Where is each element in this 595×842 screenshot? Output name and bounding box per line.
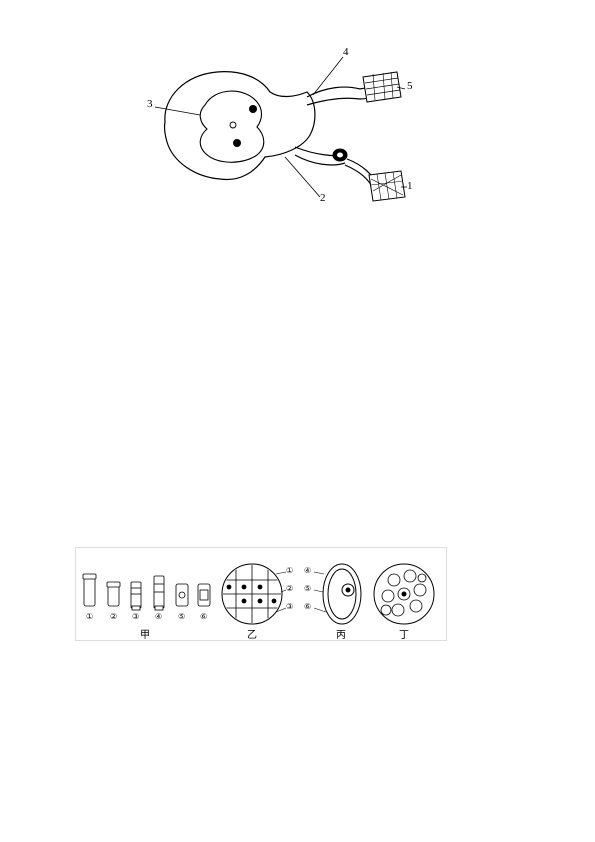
panel-label-yi: 乙 [247,626,257,641]
panel-label-bing: 丙 [336,626,346,641]
yi-group [222,564,286,624]
jia-num-6: ⑥ [200,612,207,621]
ding-group [374,564,434,624]
jia-num-3: ③ [132,612,139,621]
jia-num-2: ② [110,612,117,621]
label-3: 3 [147,98,153,110]
bing-num-6: ⑥ [304,602,311,611]
ganglion-inner [337,153,343,158]
jia-num-4: ④ [155,612,162,621]
label-1: 1 [407,180,413,192]
jia-group [83,574,210,610]
receptor-block [369,171,405,201]
muscle-block [363,72,401,102]
bing-num-5: ⑤ [304,584,311,593]
bing-group [314,564,361,624]
grey-matter [200,91,264,162]
yi-num-2: ② [286,584,293,593]
panel-label-jia: 甲 [140,626,150,641]
spinal-cord-svg [145,47,420,207]
bottom-diagram: ① ② ③ ④ ⑤ ⑥ ① ② ③ ④ ⑤ ⑥ 甲 乙 丙 丁 [75,547,447,641]
yi-num-3: ③ [286,602,293,611]
jia-num-1: ① [86,612,93,621]
dorsal-root-2 [307,98,360,105]
afferent-nerve-2 [345,165,373,189]
bottom-svg [76,548,446,640]
label-2: 2 [320,192,326,204]
label-5: 5 [407,80,413,92]
jia-num-5: ⑤ [178,612,185,621]
label-4: 4 [343,46,349,58]
dorsal-neuron-dot [249,105,257,113]
bing-num-4: ④ [304,566,311,575]
top-diagram: 1 2 3 4 5 [145,47,420,207]
yi-num-1: ① [286,566,293,575]
ding-nucleus [402,592,407,597]
ventral-neuron-dot [233,139,241,147]
panel-label-ding: 丁 [399,626,409,641]
